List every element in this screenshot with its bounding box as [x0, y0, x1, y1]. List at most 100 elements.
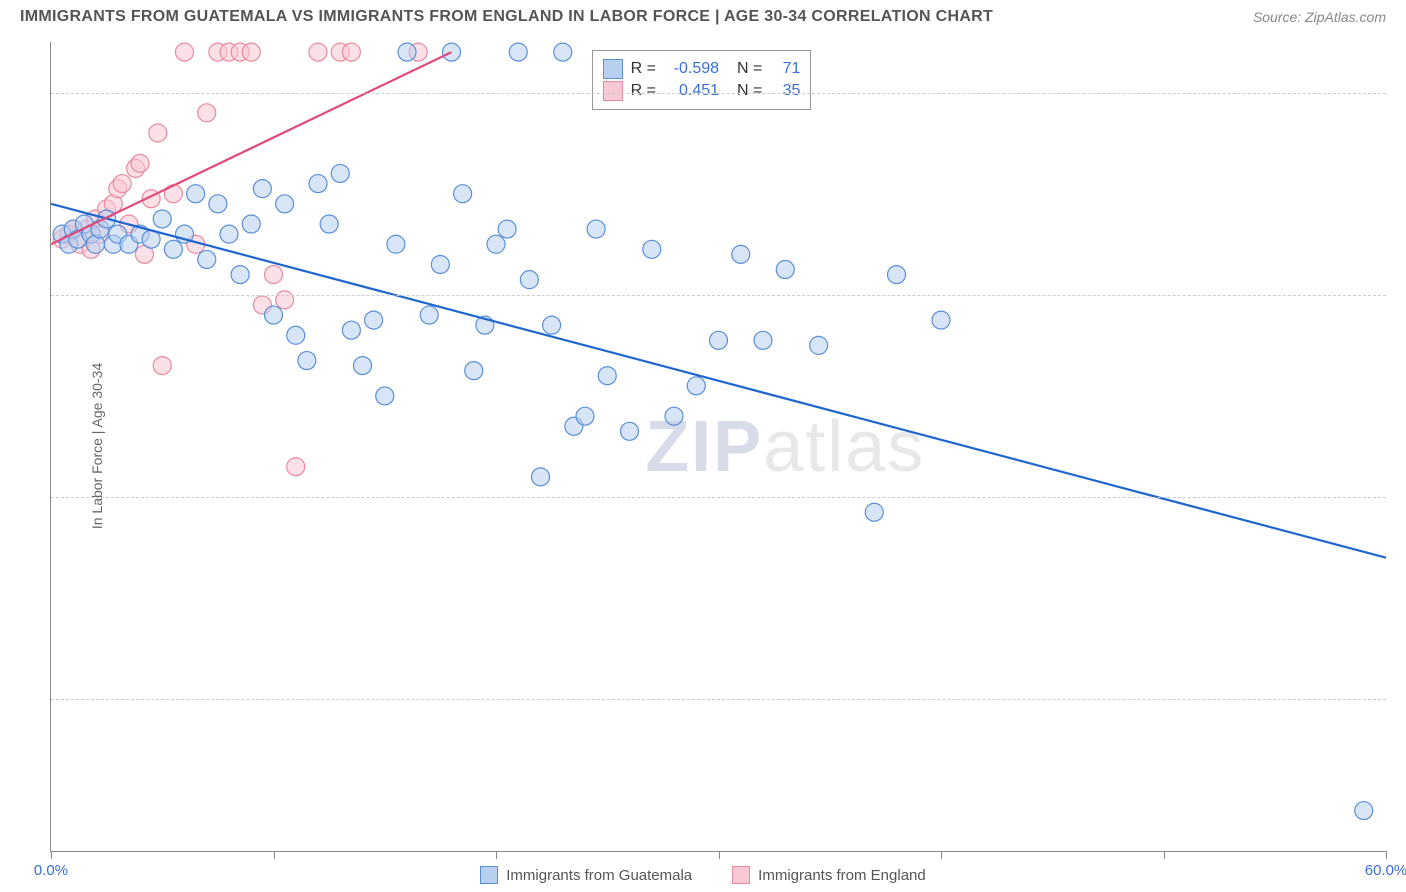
x-tick — [1164, 851, 1165, 859]
x-tick — [274, 851, 275, 859]
scatter-point — [420, 306, 438, 324]
scatter-point — [253, 180, 271, 198]
scatter-point — [587, 220, 605, 238]
scatter-point — [113, 175, 131, 193]
legend-swatch — [732, 866, 750, 884]
trend-line — [51, 204, 1386, 558]
stats-swatch — [603, 81, 623, 101]
x-tick — [51, 851, 52, 859]
source-attribution: Source: ZipAtlas.com — [1253, 9, 1386, 25]
scatter-point — [554, 43, 572, 61]
scatter-point — [298, 352, 316, 370]
n-value: 71 — [770, 60, 800, 78]
scatter-point — [242, 43, 260, 61]
scatter-point — [265, 306, 283, 324]
scatter-point — [376, 387, 394, 405]
scatter-point — [187, 185, 205, 203]
r-value: -0.598 — [664, 60, 719, 78]
scatter-point — [776, 261, 794, 279]
legend-swatch — [480, 866, 498, 884]
scatter-point — [131, 154, 149, 172]
scatter-point — [309, 43, 327, 61]
scatter-point — [149, 124, 167, 142]
scatter-point — [276, 195, 294, 213]
scatter-point — [287, 326, 305, 344]
scatter-point — [176, 43, 194, 61]
correlation-stats-box: R = -0.598 N = 71 R = 0.451 N = 35 — [592, 50, 812, 110]
scatter-point — [331, 164, 349, 182]
scatter-point — [865, 503, 883, 521]
scatter-point — [487, 235, 505, 253]
r-value: 0.451 — [664, 82, 719, 100]
scatter-point — [687, 377, 705, 395]
scatter-point — [153, 210, 171, 228]
r-label: R = — [631, 60, 656, 78]
scatter-point — [754, 331, 772, 349]
scatter-point — [198, 104, 216, 122]
scatter-point — [198, 250, 216, 268]
scatter-point — [265, 266, 283, 284]
scatter-point — [242, 215, 260, 233]
scatter-point — [164, 240, 182, 258]
scatter-point — [810, 336, 828, 354]
scatter-point — [888, 266, 906, 284]
scatter-point — [309, 175, 327, 193]
scatter-point — [354, 357, 372, 375]
scatter-point — [576, 407, 594, 425]
gridline — [51, 295, 1386, 296]
legend-label: Immigrants from England — [758, 867, 926, 884]
scatter-point — [153, 357, 171, 375]
y-tick-label: 100.0% — [1396, 84, 1406, 101]
scatter-point — [465, 362, 483, 380]
scatter-point — [665, 407, 683, 425]
scatter-point — [520, 271, 538, 289]
scatter-point — [387, 235, 405, 253]
gridline — [51, 497, 1386, 498]
legend-label: Immigrants from Guatemala — [506, 867, 692, 884]
bottom-legend: Immigrants from Guatemala Immigrants from… — [0, 866, 1406, 884]
scatter-point — [643, 240, 661, 258]
legend-item: Immigrants from England — [732, 866, 926, 884]
scatter-point — [509, 43, 527, 61]
scatter-point — [732, 245, 750, 263]
scatter-point — [231, 266, 249, 284]
plot-svg — [51, 42, 1386, 851]
scatter-chart: ZIPatlas R =-0.598N =71R =0.451N =35 40.… — [50, 42, 1386, 852]
scatter-point — [398, 43, 416, 61]
scatter-point — [454, 185, 472, 203]
r-label: R = — [631, 82, 656, 100]
stats-row: R = -0.598 N = 71 — [603, 59, 801, 79]
n-value: 35 — [770, 82, 800, 100]
scatter-point — [342, 43, 360, 61]
scatter-point — [532, 468, 550, 486]
scatter-point — [443, 43, 461, 61]
scatter-point — [598, 367, 616, 385]
n-label: N = — [737, 60, 762, 78]
scatter-point — [932, 311, 950, 329]
stats-swatch — [603, 59, 623, 79]
scatter-point — [220, 225, 238, 243]
scatter-point — [276, 291, 294, 309]
x-tick — [941, 851, 942, 859]
x-tick — [719, 851, 720, 859]
x-tick — [496, 851, 497, 859]
scatter-point — [431, 255, 449, 273]
stats-row: R = 0.451 N = 35 — [603, 81, 801, 101]
title-bar: IMMIGRANTS FROM GUATEMALA VS IMMIGRANTS … — [0, 0, 1406, 34]
gridline — [51, 699, 1386, 700]
scatter-point — [342, 321, 360, 339]
legend-item: Immigrants from Guatemala — [480, 866, 692, 884]
scatter-point — [498, 220, 516, 238]
scatter-point — [320, 215, 338, 233]
x-tick — [1386, 851, 1387, 859]
scatter-point — [621, 422, 639, 440]
n-label: N = — [737, 82, 762, 100]
y-tick-label: 80.0% — [1396, 286, 1406, 303]
y-tick-label: 40.0% — [1396, 691, 1406, 708]
scatter-point — [287, 458, 305, 476]
gridline — [51, 93, 1386, 94]
scatter-point — [365, 311, 383, 329]
scatter-point — [209, 195, 227, 213]
scatter-point — [543, 316, 561, 334]
scatter-point — [710, 331, 728, 349]
